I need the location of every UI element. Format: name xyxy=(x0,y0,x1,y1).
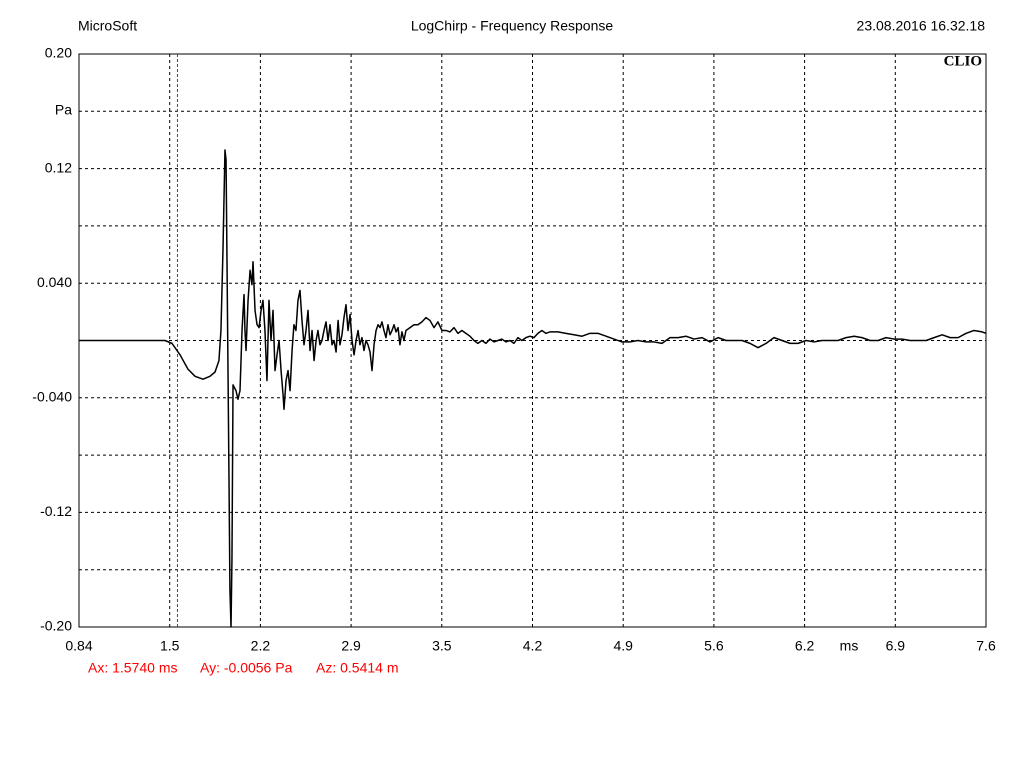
chart-title: LogChirp - Frequency Response xyxy=(411,18,614,34)
x-tick-label: 1.5 xyxy=(160,638,180,654)
response-line xyxy=(79,149,987,628)
x-tick-label: 4.9 xyxy=(613,638,633,654)
y-tick-label: -0.12 xyxy=(40,503,72,519)
header-right: 23.08.2016 16.32.18 xyxy=(857,18,986,34)
cursor-readout: Ay: -0.0056 Pa xyxy=(200,660,293,676)
y-tick-label: 0.12 xyxy=(45,159,72,175)
x-tick-label: 6.2 xyxy=(795,638,815,654)
y-tick-label: 0.040 xyxy=(37,274,72,290)
y-tick-label: -0.20 xyxy=(40,618,72,634)
x-tick-label: 2.9 xyxy=(341,638,361,654)
header-left: MicroSoft xyxy=(78,18,137,34)
x-tick-label: 0.84 xyxy=(65,638,92,654)
y-tick-label: 0.20 xyxy=(45,45,72,61)
plot xyxy=(78,53,987,628)
x-axis-label: ms xyxy=(840,638,859,654)
x-tick-label: 3.5 xyxy=(432,638,452,654)
cursor-readout: Az: 0.5414 m xyxy=(316,660,399,676)
brand: CLIO xyxy=(944,53,982,69)
x-tick-label: 4.2 xyxy=(523,638,543,654)
cursor-readout: Ax: 1.5740 ms xyxy=(88,660,178,676)
x-tick-label: 5.6 xyxy=(704,638,724,654)
x-tick-label: 7.6 xyxy=(976,638,996,654)
y-axis-label: Pa xyxy=(55,102,72,118)
x-tick-label: 2.2 xyxy=(251,638,271,654)
y-tick-label: -0.040 xyxy=(32,389,72,405)
x-tick-label: 6.9 xyxy=(886,638,906,654)
